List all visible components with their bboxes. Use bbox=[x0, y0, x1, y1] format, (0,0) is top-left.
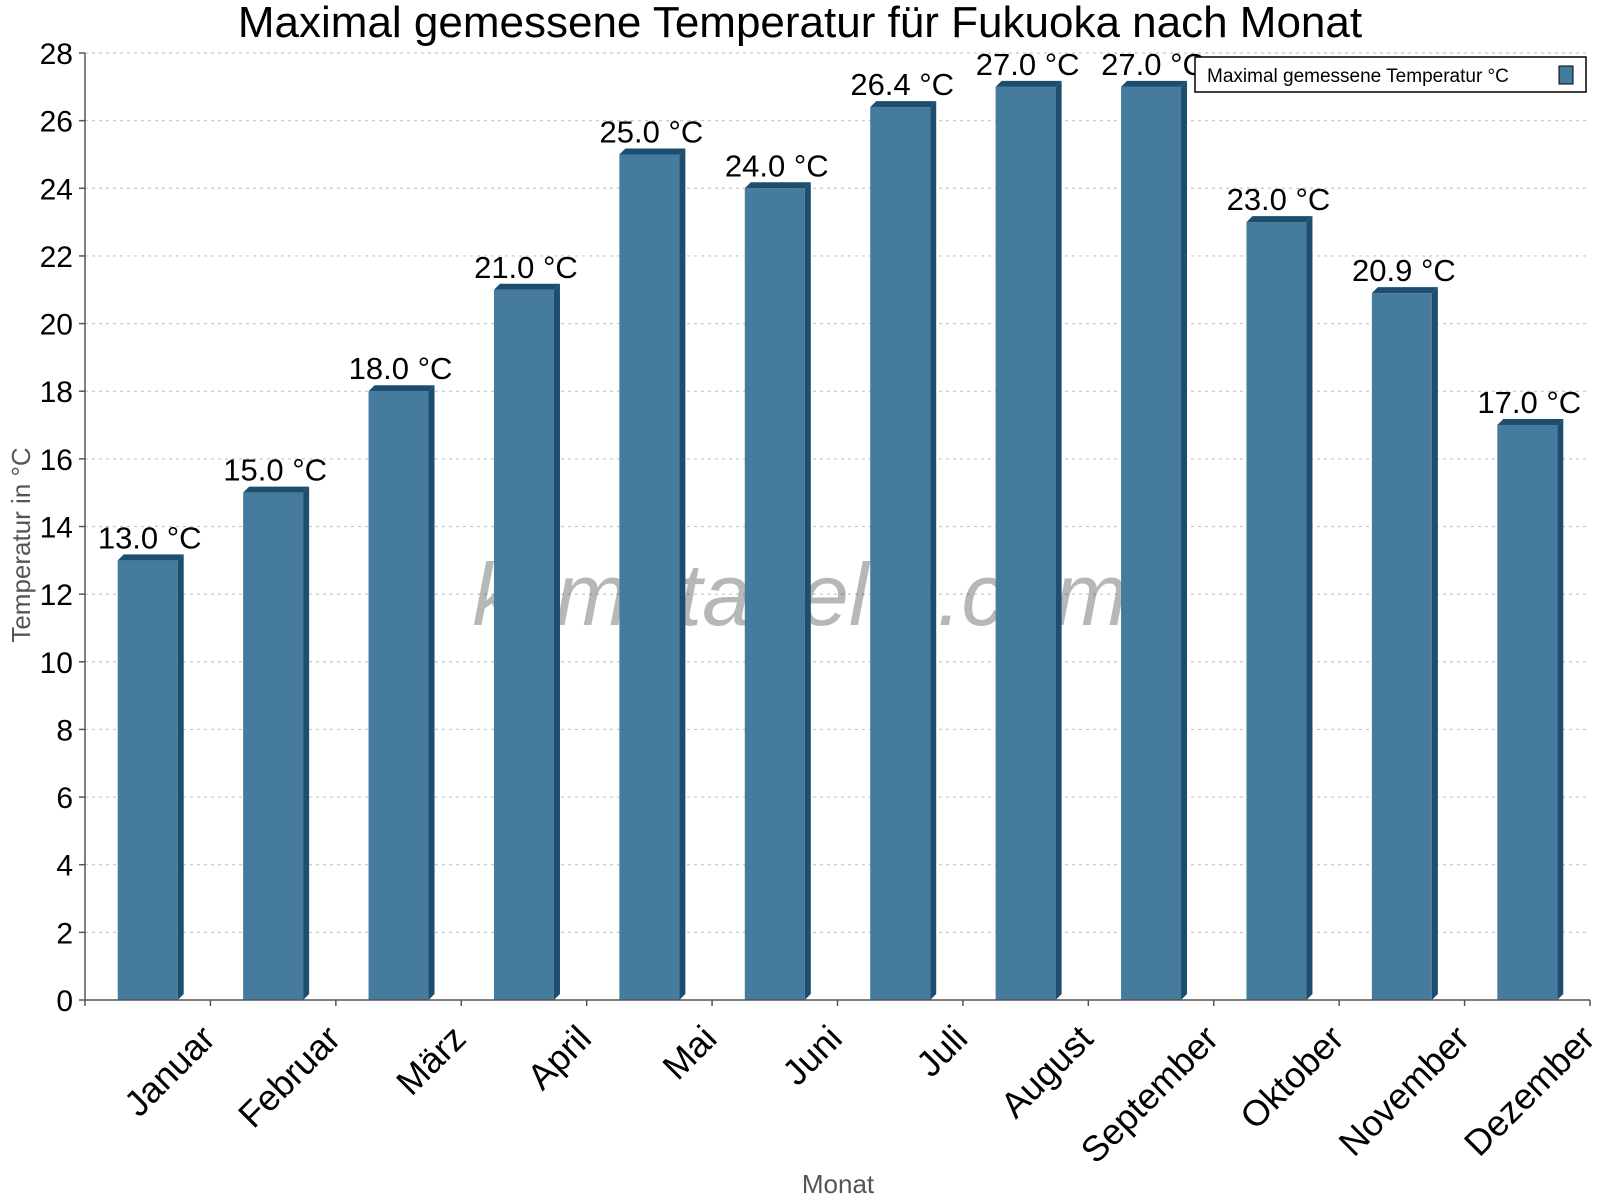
bar bbox=[493, 289, 554, 1000]
bar-side bbox=[1557, 419, 1564, 1000]
legend-label: Maximal gemessene Temperatur °C bbox=[1207, 66, 1509, 87]
y-tick-label: 0 bbox=[56, 985, 73, 1018]
bar-top bbox=[243, 486, 310, 493]
bar-side bbox=[177, 554, 184, 1000]
bar-side bbox=[804, 182, 811, 1001]
bar bbox=[619, 154, 680, 1000]
x-tick-label: Februar bbox=[230, 1017, 348, 1135]
bar-top bbox=[368, 385, 435, 392]
bar-top bbox=[1121, 80, 1188, 87]
bar-top bbox=[619, 148, 686, 155]
y-tick-label: 10 bbox=[40, 647, 73, 680]
bar-side bbox=[1181, 80, 1188, 1001]
data-label: 24.0 °C bbox=[725, 148, 829, 183]
bars bbox=[117, 80, 1564, 1001]
y-tick-label: 16 bbox=[40, 444, 73, 477]
x-tick-label: Juni bbox=[774, 1017, 850, 1093]
data-label: 18.0 °C bbox=[349, 351, 453, 386]
data-label: 21.0 °C bbox=[474, 250, 578, 285]
data-label: 20.9 °C bbox=[1352, 253, 1456, 288]
bar-top bbox=[117, 554, 184, 561]
bar-side bbox=[1055, 80, 1062, 1001]
bar bbox=[1246, 222, 1307, 1000]
y-tick-label: 8 bbox=[56, 714, 73, 747]
y-tick-label: 24 bbox=[40, 173, 73, 206]
bar-top bbox=[870, 101, 937, 108]
y-tick-label: 2 bbox=[56, 917, 73, 950]
x-tick-label: Mai bbox=[654, 1017, 724, 1087]
bar-top bbox=[744, 182, 811, 189]
data-label: 26.4 °C bbox=[850, 67, 954, 102]
y-tick-label: 28 bbox=[40, 38, 73, 71]
y-tick-label: 6 bbox=[56, 782, 73, 815]
y-axis-title: Temperatur in °C bbox=[6, 447, 36, 642]
bar-side bbox=[1306, 216, 1313, 1000]
bar-side bbox=[553, 283, 560, 1000]
bar bbox=[870, 107, 931, 1001]
bar-side bbox=[1431, 287, 1438, 1000]
y-tick-label: 18 bbox=[40, 376, 73, 409]
y-tick-label: 20 bbox=[40, 309, 73, 342]
y-tick-label: 12 bbox=[40, 579, 73, 612]
x-tick-label: Januar bbox=[116, 1017, 223, 1124]
data-label: 27.0 °C bbox=[1101, 47, 1205, 82]
y-tick-label: 22 bbox=[40, 241, 73, 274]
data-label: 15.0 °C bbox=[223, 453, 327, 488]
bar bbox=[1497, 425, 1558, 1000]
y-tick-label: 14 bbox=[40, 512, 73, 545]
bar bbox=[368, 391, 429, 1000]
y-tick-label: 4 bbox=[56, 850, 73, 883]
legend: Maximal gemessene Temperatur °C bbox=[1194, 56, 1587, 93]
chart-title: Maximal gemessene Temperatur für Fukuoka… bbox=[238, 0, 1362, 47]
bar bbox=[243, 492, 304, 1000]
y-tick-label: 26 bbox=[40, 106, 73, 139]
x-tick-label: November bbox=[1330, 1017, 1476, 1163]
data-label: 13.0 °C bbox=[98, 520, 202, 555]
bar-side bbox=[679, 148, 686, 1000]
bar bbox=[1121, 86, 1182, 1001]
x-axis-title: Monat bbox=[802, 1169, 875, 1199]
bar-top bbox=[1371, 287, 1438, 294]
data-label: 17.0 °C bbox=[1477, 385, 1581, 420]
bar-side bbox=[428, 385, 435, 1000]
x-tick-label: März bbox=[388, 1017, 474, 1103]
bar bbox=[117, 560, 178, 1000]
bar-top bbox=[1497, 419, 1564, 426]
legend-swatch bbox=[1558, 65, 1574, 85]
bar-side bbox=[303, 486, 310, 1000]
bar-top bbox=[493, 283, 560, 290]
data-label: 23.0 °C bbox=[1227, 182, 1331, 217]
legend-box bbox=[1194, 56, 1587, 93]
x-tick-label: August bbox=[992, 1017, 1100, 1125]
bar bbox=[744, 188, 805, 1001]
bar-side bbox=[930, 101, 937, 1001]
bar-top bbox=[1246, 216, 1313, 223]
bar bbox=[1371, 293, 1432, 1000]
bar-top bbox=[995, 80, 1062, 87]
x-tick-label: September bbox=[1073, 1017, 1227, 1171]
x-tick-label: Oktober bbox=[1232, 1017, 1352, 1137]
data-labels: 13.0 °C 15.0 °C 18.0 °C 21.0 °C 25.0 °C 24.0 … bbox=[98, 47, 1581, 555]
gridlines bbox=[85, 52, 1590, 933]
data-label: 27.0 °C bbox=[976, 47, 1080, 82]
bar bbox=[995, 86, 1056, 1001]
x-tick-label: Juli bbox=[908, 1017, 975, 1084]
data-label: 25.0 °C bbox=[600, 114, 704, 149]
x-tick-label: Dezember bbox=[1456, 1017, 1600, 1163]
x-tick-label: April bbox=[519, 1017, 599, 1097]
